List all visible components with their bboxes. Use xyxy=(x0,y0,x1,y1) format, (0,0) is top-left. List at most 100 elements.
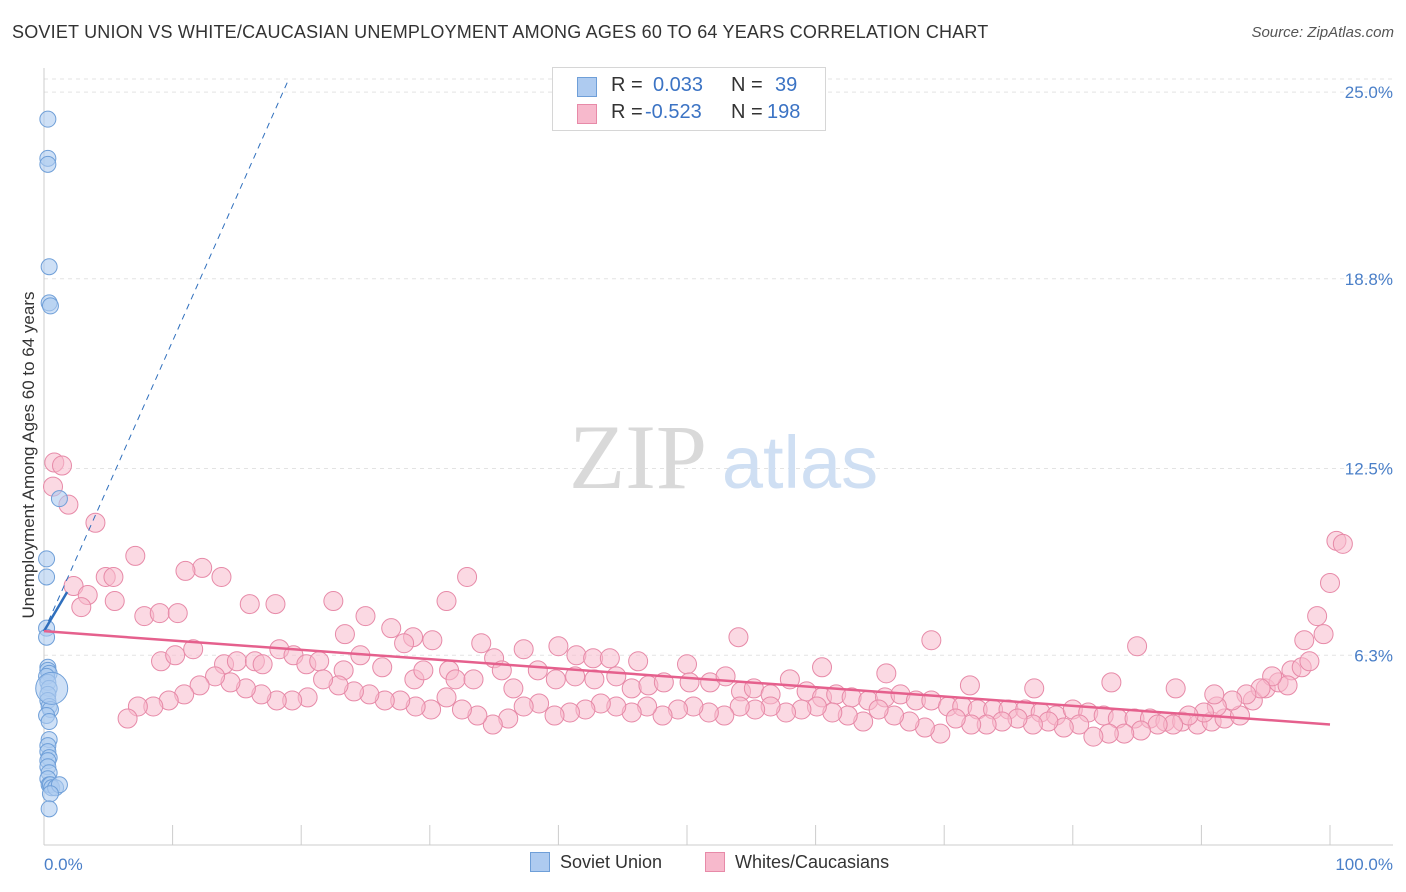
whites-point xyxy=(451,699,472,720)
bottom-swatch-whites xyxy=(705,852,725,872)
whites-point xyxy=(876,663,897,684)
bottom-legend-label-whites: Whites/Caucasians xyxy=(735,852,890,872)
whites-point xyxy=(226,651,247,672)
y-tick-label: 25.0% xyxy=(1345,83,1393,102)
legend-swatch-soviet xyxy=(577,77,597,97)
whites-point xyxy=(167,603,188,624)
whites-point xyxy=(1024,678,1045,699)
whites-point xyxy=(1101,672,1122,693)
whites-point xyxy=(175,560,196,581)
legend-swatch-whites xyxy=(577,104,597,124)
whites-point xyxy=(117,708,138,729)
soviet-trend-line xyxy=(42,591,69,632)
whites-point xyxy=(1127,636,1148,657)
whites-point xyxy=(728,627,749,648)
whites-trend-line xyxy=(43,629,1331,726)
whites-point xyxy=(189,675,210,696)
soviet-point xyxy=(39,155,57,173)
whites-point xyxy=(104,591,125,612)
whites-point xyxy=(103,566,124,587)
whites-point xyxy=(812,657,833,678)
bottom-swatch-soviet xyxy=(530,852,550,872)
whites-point xyxy=(527,660,548,681)
whites-point xyxy=(265,594,286,615)
whites-point xyxy=(921,630,942,651)
soviet-trend-extension xyxy=(43,79,289,632)
whites-point xyxy=(503,678,524,699)
whites-point xyxy=(211,566,232,587)
whites-point xyxy=(544,705,565,726)
legend-n-value: 39 xyxy=(775,74,798,96)
whites-point xyxy=(85,512,106,533)
soviet-point xyxy=(40,713,58,731)
whites-point xyxy=(1277,675,1298,696)
whites-point xyxy=(868,699,889,720)
whites-point xyxy=(372,657,393,678)
watermark: ZIP atlas xyxy=(569,406,878,508)
watermark-atlas: atlas xyxy=(722,421,878,504)
whites-point xyxy=(445,669,466,690)
whites-point xyxy=(355,606,376,627)
whites-point xyxy=(566,645,587,666)
soviet-points xyxy=(35,110,69,818)
whites-point xyxy=(313,669,334,690)
legend-r-label: R = xyxy=(611,74,643,96)
whites-point xyxy=(1320,572,1340,593)
whites-point xyxy=(52,455,73,476)
whites-point xyxy=(606,666,627,687)
whites-point xyxy=(149,603,170,624)
whites-point xyxy=(482,714,503,735)
y-tick-label: 6.3% xyxy=(1354,646,1393,665)
whites-point xyxy=(71,597,92,618)
whites-point xyxy=(652,705,673,726)
whites-point xyxy=(1130,720,1151,741)
trend-lines xyxy=(42,79,1331,726)
whites-point xyxy=(422,630,443,651)
whites-point xyxy=(584,669,605,690)
whites-point xyxy=(239,594,260,615)
bottom-legend-soviet: Soviet Union xyxy=(530,852,662,873)
soviet-point xyxy=(41,297,59,315)
whites-point xyxy=(192,557,213,578)
chart-title: SOVIET UNION VS WHITE/CAUCASIAN UNEMPLOY… xyxy=(12,22,989,42)
bottom-legend-label-soviet: Soviet Union xyxy=(560,852,663,872)
whites-point xyxy=(471,633,492,654)
source-credit: Source: ZipAtlas.com xyxy=(1251,24,1394,41)
soviet-point xyxy=(41,785,59,803)
whites-point xyxy=(413,660,434,681)
x-tick-label: 100.0% xyxy=(1335,855,1393,874)
whites-point xyxy=(1204,684,1225,705)
soviet-point xyxy=(38,568,56,586)
whites-point xyxy=(1299,651,1320,672)
whites-point xyxy=(457,566,478,587)
whites-point xyxy=(1083,726,1104,747)
soviet-point xyxy=(40,800,58,818)
whites-point xyxy=(334,624,355,645)
whites-point xyxy=(309,651,330,672)
soviet-point xyxy=(50,490,68,508)
whites-point xyxy=(125,545,146,566)
whites-point xyxy=(463,669,484,690)
legend-n-value: 198 xyxy=(767,101,801,123)
whites-point xyxy=(945,708,966,729)
whites-point xyxy=(548,636,569,657)
legend-r-value: 0.033 xyxy=(653,74,704,96)
y-axis-label: Unemployment Among Ages 60 to 64 years xyxy=(19,292,38,619)
gridlines xyxy=(44,78,1393,656)
whites-point xyxy=(1165,678,1186,699)
x-tick-label: 0.0% xyxy=(44,855,83,874)
whites-point xyxy=(394,633,415,654)
soviet-point xyxy=(39,110,57,128)
whites-point xyxy=(959,675,980,696)
whites-point xyxy=(1313,624,1334,645)
legend-n-label: N = xyxy=(731,74,763,96)
whites-point xyxy=(677,654,697,675)
whites-point xyxy=(436,591,457,612)
whites-point xyxy=(436,687,457,708)
whites-point xyxy=(628,651,649,672)
legend-r-label: R = xyxy=(611,101,643,123)
soviet-point xyxy=(35,671,69,705)
soviet-point xyxy=(38,550,56,568)
whites-point xyxy=(252,654,273,675)
